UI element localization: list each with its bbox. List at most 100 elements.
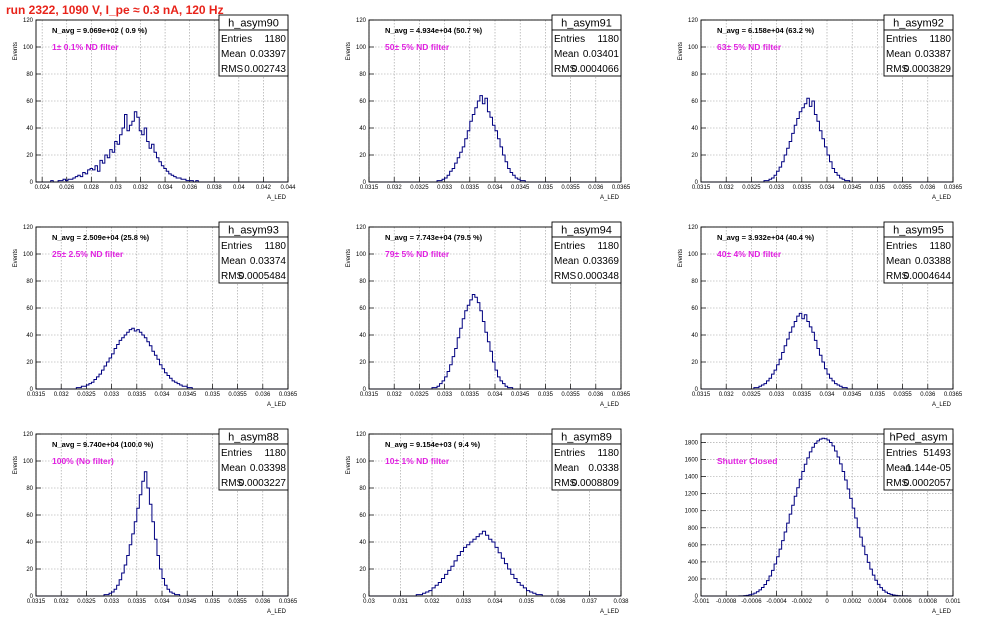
navg-label: N_avg = 3.932e+04 (40.4 %) xyxy=(717,233,815,242)
stats-box xyxy=(551,236,622,284)
x-tick-label: 0.0355 xyxy=(228,599,247,605)
x-tick-label: 0.0355 xyxy=(893,185,912,191)
x-tick-label: 0.028 xyxy=(84,185,100,191)
y-tick-label: 60 xyxy=(26,513,33,519)
x-tick-label: 0.032 xyxy=(424,599,440,605)
x-axis-label: A_LED xyxy=(600,195,620,201)
x-tick-label: 0.034 xyxy=(154,599,170,605)
x-tick-label: -0.0002 xyxy=(792,599,813,605)
stats-histogram-name: h_asym95 xyxy=(893,225,944,237)
x-tick-label: 0.036 xyxy=(588,185,604,191)
stats-value-entries: 51493 xyxy=(923,448,951,459)
x-tick-label: 0.0355 xyxy=(561,185,580,191)
x-tick-label: 0.0325 xyxy=(410,392,429,398)
x-tick-label: 0.0002 xyxy=(843,599,862,605)
y-tick-label: 60 xyxy=(691,306,698,312)
x-tick-label: 0.0315 xyxy=(360,392,379,398)
x-tick-label: 0.0008 xyxy=(919,599,938,605)
x-tick-label: 0.024 xyxy=(35,185,51,191)
stats-histogram-name: h_asym94 xyxy=(561,225,612,237)
y-tick-label: 100 xyxy=(356,252,367,258)
x-tick-label: 0.036 xyxy=(255,599,271,605)
x-tick-label: 0.034 xyxy=(487,392,503,398)
x-tick-label: 0.0365 xyxy=(944,392,963,398)
stats-key-mean: Mean xyxy=(221,49,246,60)
filter-label: 63± 5% ND filter xyxy=(717,42,782,52)
x-tick-label: 0.0315 xyxy=(27,392,46,398)
y-tick-label: 100 xyxy=(688,45,699,51)
y-tick-label: 120 xyxy=(688,225,699,231)
x-tick-label: 0.035 xyxy=(519,599,535,605)
x-tick-label: 0.035 xyxy=(870,392,886,398)
x-tick-label: 0.034 xyxy=(819,392,835,398)
y-tick-label: 20 xyxy=(26,567,33,573)
y-tick-label: 20 xyxy=(691,153,698,159)
y-tick-label: 100 xyxy=(688,252,699,258)
y-tick-label: 400 xyxy=(688,560,699,566)
plot-frame xyxy=(700,19,954,183)
filter-label: 40± 4% ND filter xyxy=(717,249,782,259)
y-tick-label: 80 xyxy=(26,486,33,492)
y-tick-label: 20 xyxy=(691,360,698,366)
x-tick-label: 0.001 xyxy=(945,599,961,605)
y-tick-label: 0 xyxy=(695,387,699,393)
filter-label: 79± 5% ND filter xyxy=(385,249,450,259)
y-tick-label: 200 xyxy=(688,577,699,583)
stats-box xyxy=(883,236,954,284)
x-tick-label: 0.03 xyxy=(363,599,375,605)
y-axis-label: Events xyxy=(678,42,684,60)
stats-histogram-name: h_asym92 xyxy=(893,18,944,30)
stats-key-entries: Entries xyxy=(221,241,252,252)
navg-label: N_avg = 4.934e+04 (50.7 %) xyxy=(385,26,483,35)
x-axis-label: A_LED xyxy=(932,195,952,201)
x-tick-label: 0.032 xyxy=(719,185,735,191)
y-tick-label: 0 xyxy=(30,594,34,600)
plot-frame xyxy=(35,433,289,597)
x-tick-label: 0.0355 xyxy=(561,392,580,398)
histogram-panel-h_asym90: 0.024 0.026 0.028 0.03 0.032 0.034 0.036 0.038 0… xyxy=(13,14,296,201)
x-tick-label: 0.0345 xyxy=(511,392,530,398)
stats-value-mean: 0.03388 xyxy=(915,256,952,267)
x-tick-label: -0.001 xyxy=(692,599,710,605)
y-tick-label: 120 xyxy=(23,432,34,438)
stats-histogram-name: hPed_asym xyxy=(889,432,947,444)
stats-key-entries: Entries xyxy=(554,34,585,45)
x-tick-label: 0.0325 xyxy=(410,185,429,191)
filter-label: 25± 2.5% ND filter xyxy=(52,249,124,259)
stats-value-mean: 0.03397 xyxy=(250,49,287,60)
page-title: run 2322, 1090 V, I_pe ≈ 0.3 nA, 120 Hz xyxy=(6,3,224,17)
stats-key-entries: Entries xyxy=(886,34,917,45)
y-axis-label: Events xyxy=(13,456,19,474)
stats-value-entries: 1180 xyxy=(597,34,619,45)
y-tick-label: 20 xyxy=(359,567,366,573)
y-tick-label: 120 xyxy=(23,18,34,24)
x-axis-label: A_LED xyxy=(267,402,287,408)
x-tick-label: 0.035 xyxy=(870,185,886,191)
stats-value-rms: 0.0004644 xyxy=(904,271,952,282)
stats-key-rms: RMS xyxy=(554,271,577,282)
y-axis-label: Events xyxy=(346,456,352,474)
x-tick-label: 0.038 xyxy=(207,185,223,191)
x-tick-label: 0.044 xyxy=(280,185,296,191)
y-tick-label: 0 xyxy=(30,180,34,186)
x-tick-label: 0.0365 xyxy=(279,599,298,605)
x-tick-label: 0.036 xyxy=(182,185,198,191)
x-tick-label: 0.034 xyxy=(158,185,174,191)
stats-value-rms: 0.0008809 xyxy=(572,478,620,489)
filter-label: 100% (No filter) xyxy=(52,456,114,466)
x-tick-label: 0.0315 xyxy=(360,185,379,191)
x-tick-label: 0.035 xyxy=(205,392,221,398)
x-axis-label: A_LED xyxy=(267,609,287,615)
stats-value-rms: 0.0002057 xyxy=(904,478,952,489)
x-tick-label: 0.036 xyxy=(550,599,566,605)
x-tick-label: 0.034 xyxy=(487,185,503,191)
y-tick-label: 60 xyxy=(359,513,366,519)
y-tick-label: 80 xyxy=(26,72,33,78)
stats-box xyxy=(218,236,289,284)
histogram-series-h_asym93 xyxy=(36,327,288,390)
stats-key-entries: Entries xyxy=(221,34,252,45)
plot-frame xyxy=(35,19,289,183)
y-tick-label: 60 xyxy=(359,99,366,105)
stats-value-rms: 0.0005484 xyxy=(239,271,287,282)
x-tick-label: 0.0325 xyxy=(77,599,96,605)
